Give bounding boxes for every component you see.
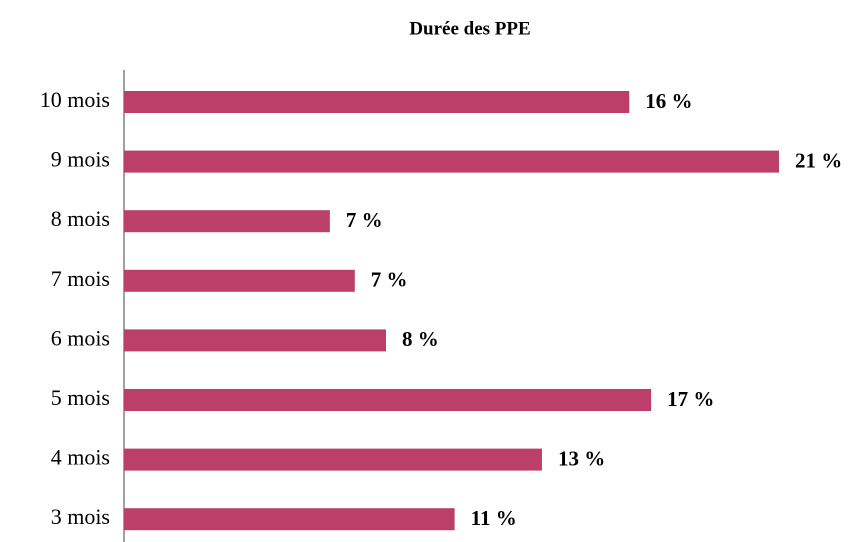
value-label: 7 % — [371, 268, 408, 292]
value-label: 7 % — [346, 208, 383, 232]
value-label: 8 % — [402, 327, 439, 351]
bar — [124, 210, 330, 233]
value-label: 17 % — [667, 387, 714, 411]
value-label: 11 % — [471, 506, 517, 530]
bar — [124, 91, 630, 113]
category-label: 5 mois — [51, 385, 110, 410]
bar — [124, 448, 542, 471]
bar — [124, 329, 386, 352]
bar — [124, 150, 779, 173]
value-label: 21 % — [795, 148, 842, 172]
category-label: 7 mois — [51, 266, 110, 291]
bar — [124, 508, 455, 531]
category-label: 3 mois — [51, 504, 110, 529]
chart-title: Durée des PPE — [409, 18, 530, 39]
bar — [124, 269, 355, 292]
category-label: 8 mois — [51, 206, 110, 231]
category-label: 4 mois — [51, 445, 110, 470]
value-label: 13 % — [558, 446, 605, 470]
category-label: 6 mois — [51, 325, 110, 350]
category-label: 9 mois — [51, 147, 110, 172]
category-label: 10 mois — [40, 87, 110, 112]
bar — [124, 389, 652, 411]
value-label: 16 % — [645, 89, 692, 113]
